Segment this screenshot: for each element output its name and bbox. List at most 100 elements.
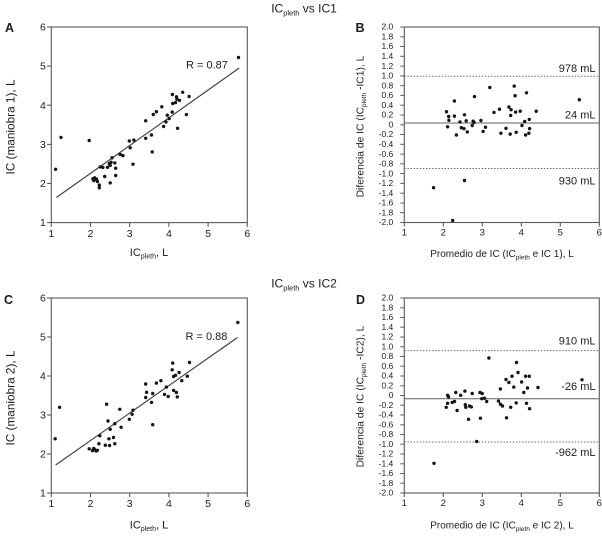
svg-text:1.8: 1.8 — [381, 32, 393, 42]
svg-text:3: 3 — [127, 228, 133, 240]
svg-text:C: C — [4, 293, 13, 307]
svg-text:2: 2 — [40, 449, 46, 461]
svg-text:-1.2: -1.2 — [379, 178, 394, 188]
svg-text:6: 6 — [244, 498, 250, 510]
svg-text:1.4: 1.4 — [381, 322, 393, 332]
svg-text:-2.0: -2.0 — [379, 488, 394, 498]
svg-text:1: 1 — [402, 228, 407, 239]
svg-text:Promedio de IC (ICpleth e IC 2: Promedio de IC (ICpleth e IC 2), L — [430, 521, 574, 533]
svg-text:2: 2 — [441, 498, 446, 509]
svg-text:0: 0 — [389, 390, 394, 400]
svg-text:ICpleth, L: ICpleth, L — [130, 520, 168, 534]
svg-text:5: 5 — [205, 498, 211, 510]
svg-text:-1.8: -1.8 — [379, 207, 394, 217]
svg-text:6: 6 — [40, 22, 46, 34]
svg-text:6: 6 — [597, 228, 602, 239]
svg-text:0.6: 0.6 — [381, 90, 393, 100]
svg-text:1.2: 1.2 — [381, 61, 393, 71]
svg-text:3: 3 — [480, 498, 485, 509]
svg-text:-1.0: -1.0 — [379, 168, 394, 178]
svg-text:5: 5 — [40, 61, 46, 73]
svg-text:1.0: 1.0 — [381, 71, 393, 81]
svg-text:3: 3 — [40, 139, 46, 151]
svg-text:ICpleth vs IC2: ICpleth vs IC2 — [271, 277, 337, 293]
svg-text:-1.0: -1.0 — [379, 439, 394, 449]
svg-text:4: 4 — [166, 498, 172, 510]
svg-text:5: 5 — [40, 332, 46, 344]
svg-text:1.6: 1.6 — [381, 312, 393, 322]
svg-text:2.0: 2.0 — [381, 293, 393, 303]
svg-text:2: 2 — [88, 498, 94, 510]
svg-text:2.0: 2.0 — [381, 22, 393, 32]
svg-text:A: A — [5, 21, 14, 35]
svg-text:2: 2 — [40, 178, 46, 190]
svg-text:Diferencia de IC (ICpleth -IC2: Diferencia de IC (ICpleth -IC2), L — [356, 325, 368, 467]
svg-text:-1.6: -1.6 — [379, 198, 394, 208]
svg-text:4: 4 — [40, 371, 46, 383]
svg-text:-1.2: -1.2 — [379, 449, 394, 459]
svg-text:1.2: 1.2 — [381, 332, 393, 342]
svg-text:-0.8: -0.8 — [379, 429, 394, 439]
svg-text:24 mL: 24 mL — [565, 109, 596, 121]
svg-text:-0.6: -0.6 — [379, 149, 394, 159]
svg-text:0.8: 0.8 — [381, 351, 393, 361]
svg-text:-0.6: -0.6 — [379, 419, 394, 429]
svg-text:0.2: 0.2 — [381, 380, 393, 390]
svg-text:6: 6 — [40, 293, 46, 305]
svg-text:-1.4: -1.4 — [379, 188, 394, 198]
svg-text:-0.2: -0.2 — [379, 400, 394, 410]
svg-text:1: 1 — [40, 217, 46, 229]
svg-text:1: 1 — [48, 228, 54, 240]
svg-text:0.4: 0.4 — [381, 371, 393, 381]
svg-text:910 mL: 910 mL — [559, 336, 596, 348]
svg-text:-0.4: -0.4 — [379, 139, 394, 149]
svg-text:3: 3 — [480, 228, 485, 239]
svg-text:6: 6 — [597, 498, 602, 509]
svg-text:IC (maniobra 2), L: IC (maniobra 2), L — [4, 350, 18, 446]
svg-text:5: 5 — [205, 228, 211, 240]
svg-text:5: 5 — [558, 228, 563, 239]
svg-text:Diferencia de IC (ICpleth -IC1: Diferencia de IC (ICpleth -IC1), L — [356, 55, 368, 197]
svg-text:4: 4 — [40, 100, 46, 112]
svg-text:0.8: 0.8 — [381, 80, 393, 90]
svg-text:2: 2 — [441, 228, 446, 239]
svg-text:2: 2 — [88, 228, 94, 240]
svg-text:1.6: 1.6 — [381, 41, 393, 51]
svg-text:930 mL: 930 mL — [559, 176, 596, 188]
svg-text:-0.2: -0.2 — [379, 129, 394, 139]
svg-text:-26 mL: -26 mL — [561, 381, 595, 393]
svg-text:5: 5 — [558, 498, 563, 509]
svg-text:ICpleth vs IC1: ICpleth vs IC1 — [271, 2, 337, 18]
svg-text:1: 1 — [48, 498, 54, 510]
svg-text:978 mL: 978 mL — [559, 63, 596, 75]
svg-text:3: 3 — [127, 498, 133, 510]
svg-text:-1.6: -1.6 — [379, 468, 394, 478]
svg-text:4: 4 — [519, 228, 524, 239]
svg-text:3: 3 — [40, 410, 46, 422]
svg-text:ICpleth, L: ICpleth, L — [130, 247, 168, 261]
svg-text:R = 0.87: R = 0.87 — [186, 60, 228, 72]
svg-text:-0.4: -0.4 — [379, 410, 394, 420]
svg-text:6: 6 — [244, 228, 250, 240]
svg-text:1.8: 1.8 — [381, 302, 393, 312]
svg-text:-0.8: -0.8 — [379, 159, 394, 169]
svg-text:-1.4: -1.4 — [379, 458, 394, 468]
svg-text:B: B — [356, 21, 365, 35]
svg-text:-962 mL: -962 mL — [555, 447, 595, 459]
svg-text:0: 0 — [389, 120, 394, 130]
svg-text:-2.0: -2.0 — [379, 217, 394, 227]
svg-text:1: 1 — [40, 488, 46, 500]
svg-text:1: 1 — [402, 498, 407, 509]
svg-text:1.0: 1.0 — [381, 341, 393, 351]
svg-text:1.4: 1.4 — [381, 51, 393, 61]
svg-text:4: 4 — [519, 498, 524, 509]
svg-text:0.6: 0.6 — [381, 361, 393, 371]
svg-text:R = 0.88: R = 0.88 — [186, 331, 228, 343]
svg-text:D: D — [356, 293, 365, 307]
svg-text:Promedio de IC (ICpleth e IC 1: Promedio de IC (ICpleth e IC 1), L — [430, 249, 574, 261]
svg-text:IC (maniobra 1), L: IC (maniobra 1), L — [4, 79, 18, 175]
svg-text:0.2: 0.2 — [381, 110, 393, 120]
svg-text:-1.8: -1.8 — [379, 478, 394, 488]
svg-text:0.4: 0.4 — [381, 100, 393, 110]
svg-text:4: 4 — [166, 228, 172, 240]
